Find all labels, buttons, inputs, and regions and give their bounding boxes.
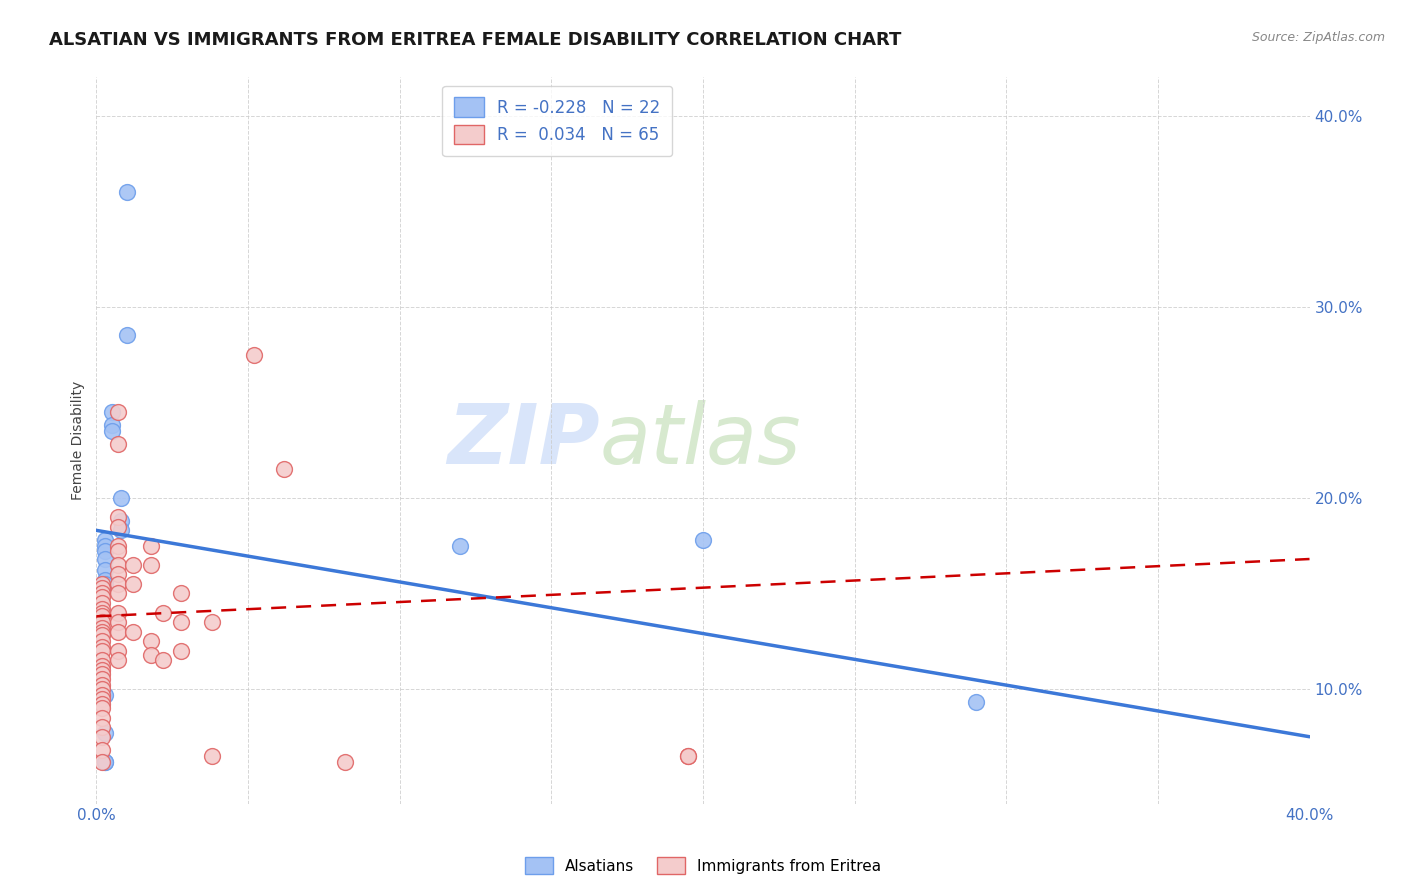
Point bbox=[115, 185, 138, 199]
Point bbox=[333, 755, 356, 769]
Point bbox=[94, 755, 117, 769]
Point bbox=[94, 544, 117, 558]
Point bbox=[94, 577, 117, 591]
Text: ZIP: ZIP bbox=[447, 400, 600, 481]
Point bbox=[94, 726, 117, 740]
Point bbox=[121, 624, 143, 639]
Point bbox=[121, 577, 143, 591]
Point bbox=[152, 606, 174, 620]
Point bbox=[676, 748, 699, 763]
Point bbox=[91, 581, 114, 595]
Point bbox=[91, 691, 114, 706]
Point bbox=[107, 644, 129, 658]
Point bbox=[107, 624, 129, 639]
Point bbox=[91, 681, 114, 696]
Point bbox=[273, 462, 295, 476]
Point bbox=[110, 524, 132, 538]
Point bbox=[965, 695, 987, 709]
Point bbox=[139, 539, 162, 553]
Point bbox=[200, 615, 222, 629]
Point bbox=[107, 577, 129, 591]
Text: Source: ZipAtlas.com: Source: ZipAtlas.com bbox=[1251, 31, 1385, 45]
Point bbox=[107, 405, 129, 419]
Point bbox=[107, 437, 129, 451]
Point bbox=[91, 586, 114, 600]
Legend: R = -0.228   N = 22, R =  0.034   N = 65: R = -0.228 N = 22, R = 0.034 N = 65 bbox=[443, 86, 672, 156]
Point bbox=[200, 748, 222, 763]
Point bbox=[91, 640, 114, 654]
Point bbox=[94, 688, 117, 702]
Point bbox=[676, 748, 699, 763]
Point bbox=[100, 405, 122, 419]
Point bbox=[94, 564, 117, 578]
Legend: Alsatians, Immigrants from Eritrea: Alsatians, Immigrants from Eritrea bbox=[519, 851, 887, 880]
Point bbox=[91, 730, 114, 744]
Point bbox=[170, 615, 193, 629]
Point bbox=[91, 663, 114, 677]
Point bbox=[91, 711, 114, 725]
Point bbox=[91, 755, 114, 769]
Point bbox=[107, 567, 129, 582]
Point bbox=[100, 418, 122, 433]
Point bbox=[94, 533, 117, 547]
Point bbox=[91, 644, 114, 658]
Point bbox=[91, 606, 114, 620]
Point bbox=[91, 628, 114, 642]
Point bbox=[152, 653, 174, 667]
Point bbox=[243, 347, 266, 361]
Text: atlas: atlas bbox=[600, 400, 801, 481]
Point bbox=[91, 624, 114, 639]
Point bbox=[107, 519, 129, 533]
Point bbox=[107, 558, 129, 572]
Point bbox=[94, 552, 117, 566]
Point bbox=[91, 577, 114, 591]
Point bbox=[91, 701, 114, 715]
Point bbox=[170, 586, 193, 600]
Point bbox=[107, 606, 129, 620]
Point bbox=[107, 653, 129, 667]
Point bbox=[94, 573, 117, 587]
Point bbox=[91, 601, 114, 615]
Y-axis label: Female Disability: Female Disability bbox=[72, 381, 86, 500]
Point bbox=[91, 596, 114, 610]
Point bbox=[91, 678, 114, 692]
Point bbox=[110, 491, 132, 505]
Point bbox=[91, 609, 114, 624]
Point bbox=[91, 698, 114, 712]
Point bbox=[91, 634, 114, 648]
Point bbox=[449, 539, 471, 553]
Point bbox=[91, 720, 114, 734]
Point bbox=[107, 544, 129, 558]
Point bbox=[139, 558, 162, 572]
Point bbox=[107, 615, 129, 629]
Point bbox=[91, 673, 114, 687]
Point bbox=[170, 644, 193, 658]
Point bbox=[91, 659, 114, 673]
Point bbox=[139, 648, 162, 662]
Point bbox=[94, 539, 117, 553]
Point bbox=[91, 743, 114, 757]
Point bbox=[91, 621, 114, 635]
Point bbox=[110, 514, 132, 528]
Point bbox=[107, 539, 129, 553]
Point bbox=[100, 424, 122, 438]
Text: ALSATIAN VS IMMIGRANTS FROM ERITREA FEMALE DISABILITY CORRELATION CHART: ALSATIAN VS IMMIGRANTS FROM ERITREA FEMA… bbox=[49, 31, 901, 49]
Point bbox=[692, 533, 714, 547]
Point bbox=[139, 634, 162, 648]
Point bbox=[91, 591, 114, 605]
Point bbox=[91, 615, 114, 629]
Point bbox=[121, 558, 143, 572]
Point bbox=[91, 653, 114, 667]
Point bbox=[91, 688, 114, 702]
Point bbox=[115, 328, 138, 343]
Point bbox=[91, 666, 114, 681]
Point bbox=[94, 755, 117, 769]
Point bbox=[107, 586, 129, 600]
Point bbox=[107, 510, 129, 524]
